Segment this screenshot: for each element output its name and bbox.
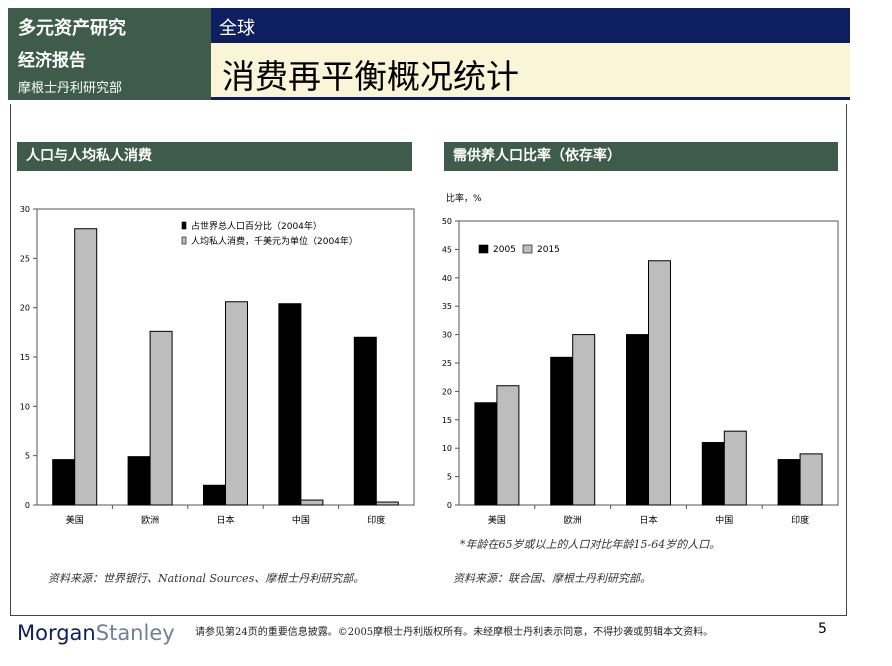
bar-2005-美国 xyxy=(474,402,498,506)
frame-right-border xyxy=(846,104,847,616)
x-tick-label: 美国 xyxy=(66,514,84,526)
y-tick-label: 30 xyxy=(20,205,30,214)
bar-人均私人消费，千美元为单位（2004年）-日本 xyxy=(225,301,248,506)
y-tick-label: 25 xyxy=(442,359,452,368)
y-axis-label: 比率，% xyxy=(446,192,482,204)
x-tick-label: 印度 xyxy=(367,514,385,526)
bar-人均私人消费，千美元为单位（2004年）-欧洲 xyxy=(149,330,173,506)
bar-人均私人消费，千美元为单位（2004年）-中国 xyxy=(300,499,324,506)
y-tick-label: 10 xyxy=(20,402,30,411)
right-chart-footnote: *年龄在65岁或以上的人口对比年龄15-64岁的人口。 xyxy=(460,538,721,551)
bar-人均私人消费，千美元为单位（2004年）-美国 xyxy=(74,228,98,506)
header-divider xyxy=(211,97,850,100)
right-panel-title: 需供养人口比率（依存率） xyxy=(444,142,838,171)
y-tick-label: 10 xyxy=(442,444,452,453)
y-tick-label: 50 xyxy=(442,217,452,226)
bar-2015-印度 xyxy=(799,453,823,506)
legend-swatch xyxy=(181,236,187,245)
bar-2005-欧洲 xyxy=(550,356,574,506)
y-tick-label: 20 xyxy=(20,304,30,313)
x-tick-label: 中国 xyxy=(292,514,310,526)
header-top-bar xyxy=(211,8,850,43)
legend-label: 人均私人消费，千美元为单位（2004年） xyxy=(191,235,358,247)
legend-label: 2005 xyxy=(493,245,516,255)
bar-2005-中国 xyxy=(701,442,725,506)
x-tick-label: 欧洲 xyxy=(141,514,159,526)
right-chart-source: 资料来源：联合国、摩根士丹利研究部。 xyxy=(453,572,651,585)
bar-2015-欧洲 xyxy=(572,334,596,506)
x-tick-label: 美国 xyxy=(488,514,506,526)
page-number: 5 xyxy=(818,621,827,637)
x-tick-label: 日本 xyxy=(216,514,234,526)
header-title-area xyxy=(211,43,850,97)
legend-swatch xyxy=(522,244,533,254)
report-type: 经济报告 xyxy=(18,51,86,71)
department-name: 摩根士丹利研究部 xyxy=(18,81,123,96)
legend-label: 2015 xyxy=(537,245,560,255)
bar-2015-美国 xyxy=(496,385,520,506)
bar-2015-中国 xyxy=(723,430,747,506)
bar-2005-日本 xyxy=(626,334,649,506)
y-tick-label: 15 xyxy=(442,416,452,425)
y-tick-label: 0 xyxy=(447,501,452,510)
y-tick-label: 40 xyxy=(442,274,452,283)
y-tick-label: 35 xyxy=(442,302,452,311)
frame-bottom-border xyxy=(10,615,847,616)
region-label: 全球 xyxy=(219,18,255,39)
y-tick-label: 15 xyxy=(20,353,30,362)
bar-人均私人消费，千美元为单位（2004年）-印度 xyxy=(375,501,399,506)
x-tick-label: 欧洲 xyxy=(564,514,582,526)
bar-2005-印度 xyxy=(777,459,801,506)
frame-left-border xyxy=(10,104,11,616)
x-tick-label: 中国 xyxy=(715,514,733,526)
page-title: 消费再平衡概况统计 xyxy=(222,57,519,96)
y-tick-label: 5 xyxy=(447,473,452,482)
y-tick-label: 25 xyxy=(20,254,30,263)
header-left-panel xyxy=(8,8,211,100)
y-tick-label: 30 xyxy=(442,331,452,340)
y-tick-label: 45 xyxy=(442,245,452,254)
disclaimer-text: 请参见第24页的重要信息披露。©2005摩根士丹利版权所有。未经摩根士丹利表示同… xyxy=(195,627,714,638)
legend-swatch xyxy=(478,244,489,254)
bar-占世界总人口百分比（2004年）-中国 xyxy=(278,303,302,506)
y-tick-label: 0 xyxy=(25,501,30,510)
bar-2015-日本 xyxy=(648,260,671,506)
x-tick-label: 印度 xyxy=(791,514,809,526)
left-panel-title: 人口与人均私人消费 xyxy=(17,142,412,171)
bar-占世界总人口百分比（2004年）-印度 xyxy=(353,336,377,506)
y-tick-label: 5 xyxy=(25,452,30,461)
legend-swatch xyxy=(181,221,187,230)
x-tick-label: 日本 xyxy=(639,514,657,526)
y-tick-label: 20 xyxy=(442,387,452,396)
morgan-stanley-logo: MorganStanley xyxy=(17,621,175,645)
series-name: 多元资产研究 xyxy=(18,18,126,39)
left-chart-source: 资料来源：世界银行、National Sources、摩根士丹利研究部。 xyxy=(48,572,365,585)
legend-label: 占世界总人口百分比（2004年） xyxy=(191,220,322,232)
